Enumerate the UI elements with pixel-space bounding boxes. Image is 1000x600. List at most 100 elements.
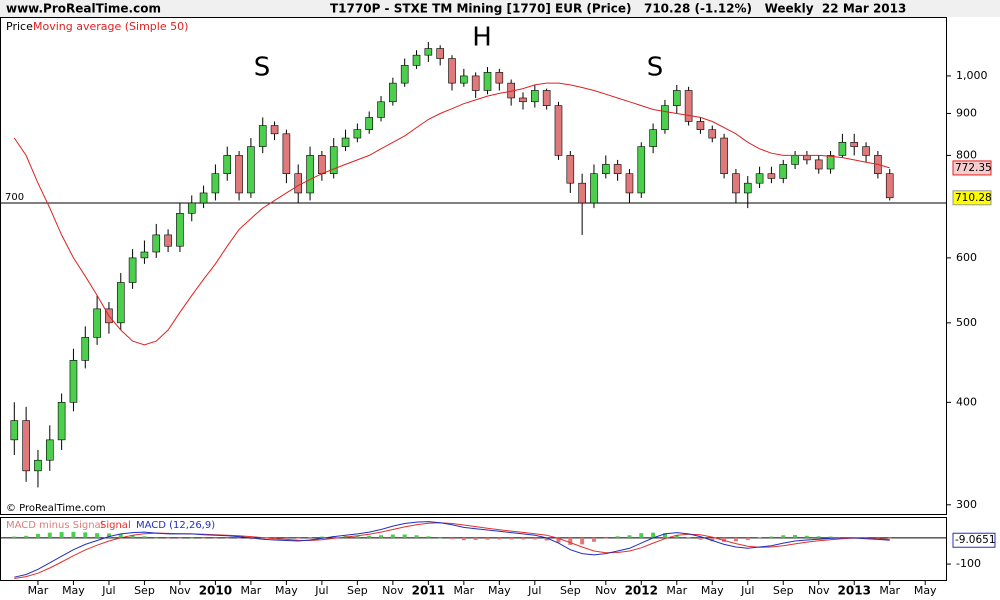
- value-box: [952, 160, 992, 176]
- candle-body: [187, 202, 196, 214]
- candle-body: [838, 142, 847, 156]
- macd-hist-bar: [615, 536, 620, 538]
- candle-body: [424, 48, 433, 56]
- macd-hist-bar: [142, 536, 147, 538]
- macd-hist-bar: [828, 536, 833, 538]
- macd-hist-bar: [308, 537, 313, 538]
- macd-hist-bar: [580, 537, 585, 545]
- macd-hist-bar: [248, 537, 253, 540]
- candle-body: [116, 282, 125, 324]
- x-tick-label: Mar: [28, 584, 49, 597]
- value-box: [952, 532, 996, 548]
- macd-hist-bar: [674, 535, 679, 538]
- macd-hist-bar: [35, 533, 40, 538]
- candle-body: [176, 213, 184, 247]
- candle-body: [850, 142, 859, 147]
- macd-hist-bar: [438, 537, 443, 539]
- macd-hist-bar: [651, 532, 656, 538]
- macd-hist-bar: [627, 535, 632, 538]
- candle-body: [294, 173, 303, 194]
- candle-body: [22, 420, 30, 472]
- candle-body: [566, 155, 575, 184]
- macd-hist-bar: [591, 537, 596, 542]
- candle-body: [81, 337, 90, 361]
- candle-body: [436, 48, 444, 59]
- x-tick-label: Jul: [740, 584, 754, 597]
- macd-hist-bar: [698, 537, 703, 540]
- candle-body: [862, 146, 870, 156]
- candle-body: [128, 257, 137, 283]
- candle-body: [613, 164, 622, 174]
- candle-body: [93, 308, 101, 338]
- y-tick-label: 500: [956, 316, 977, 329]
- macd-hist-bar: [639, 533, 644, 538]
- candle-body: [732, 173, 740, 194]
- macd-hist-bar: [769, 536, 774, 538]
- legend-ma: Moving average (Simple 50): [33, 20, 188, 33]
- y-tick-label: 1,000: [956, 69, 988, 82]
- x-tick-label: Sep: [134, 584, 155, 597]
- macd-hist-bar: [47, 532, 52, 538]
- macd-hist-bar: [118, 533, 123, 538]
- x-tick-label: May: [914, 584, 937, 597]
- macd-hist-bar: [485, 537, 490, 540]
- candle-body: [661, 105, 669, 130]
- candle-body: [483, 72, 492, 91]
- macd-hist-bar: [213, 537, 218, 539]
- annotation: H: [472, 23, 492, 53]
- candle-body: [755, 173, 764, 184]
- candle-body: [400, 65, 409, 84]
- candle-body: [885, 173, 894, 199]
- macd-hist-bar: [816, 536, 821, 538]
- y-tick-label: 400: [956, 395, 977, 408]
- candle-body: [460, 75, 468, 84]
- legend-macd: MACD (12,26,9): [136, 520, 215, 531]
- macd-hist-bar: [154, 537, 159, 539]
- macd-line: [14, 521, 890, 578]
- candle-body: [767, 173, 776, 179]
- macd-hist-bar: [379, 535, 384, 538]
- macd-hist-bar: [59, 532, 64, 538]
- x-tick-label: 2012: [625, 584, 658, 598]
- value-box-label: -9.0651: [955, 534, 996, 546]
- value-box: [952, 190, 992, 206]
- macd-hist-bar: [662, 533, 667, 538]
- candle-body: [45, 439, 54, 461]
- macd-hist-bar: [722, 537, 727, 542]
- macd-hist-bar: [710, 537, 715, 542]
- candle-body: [720, 137, 728, 174]
- candle-body: [531, 90, 539, 103]
- reference-label: 700: [5, 192, 24, 203]
- x-tick-label: Nov: [382, 584, 404, 597]
- candle-body: [164, 234, 172, 247]
- candle-body: [779, 164, 788, 179]
- candle-body: [211, 173, 220, 194]
- macd-hist-bar: [804, 535, 809, 538]
- candle-body: [57, 402, 66, 441]
- macd-hist-bar: [497, 537, 502, 540]
- macd-hist-bar: [260, 537, 265, 540]
- candle-body: [247, 146, 255, 194]
- candle-body: [448, 58, 456, 84]
- x-tick-label: Mar: [666, 584, 687, 597]
- macd-hist-bar: [473, 537, 478, 540]
- x-tick-label: Nov: [595, 584, 617, 597]
- candle-body: [743, 182, 752, 194]
- header-bar: [0, 0, 1000, 17]
- legend-signal: Signal: [100, 520, 131, 531]
- macd-hist-bar: [686, 537, 691, 539]
- candle-body: [791, 155, 799, 165]
- candle-body: [554, 105, 563, 156]
- macd-hist-bar: [793, 534, 798, 538]
- x-tick-label: Jul: [101, 584, 115, 597]
- macd-hist-bar: [414, 535, 419, 538]
- macd-hist-bar: [284, 537, 289, 539]
- macd-hist-bar: [781, 535, 786, 538]
- candle-body: [542, 90, 551, 106]
- candle-body: [341, 137, 350, 147]
- annotation: S: [647, 53, 664, 83]
- value-box-label: 772.35: [955, 162, 992, 174]
- candle-body: [306, 155, 314, 194]
- legend-hist: MACD minus Signal: [6, 520, 103, 531]
